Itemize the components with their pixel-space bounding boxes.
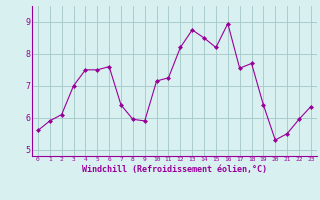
X-axis label: Windchill (Refroidissement éolien,°C): Windchill (Refroidissement éolien,°C) — [82, 165, 267, 174]
